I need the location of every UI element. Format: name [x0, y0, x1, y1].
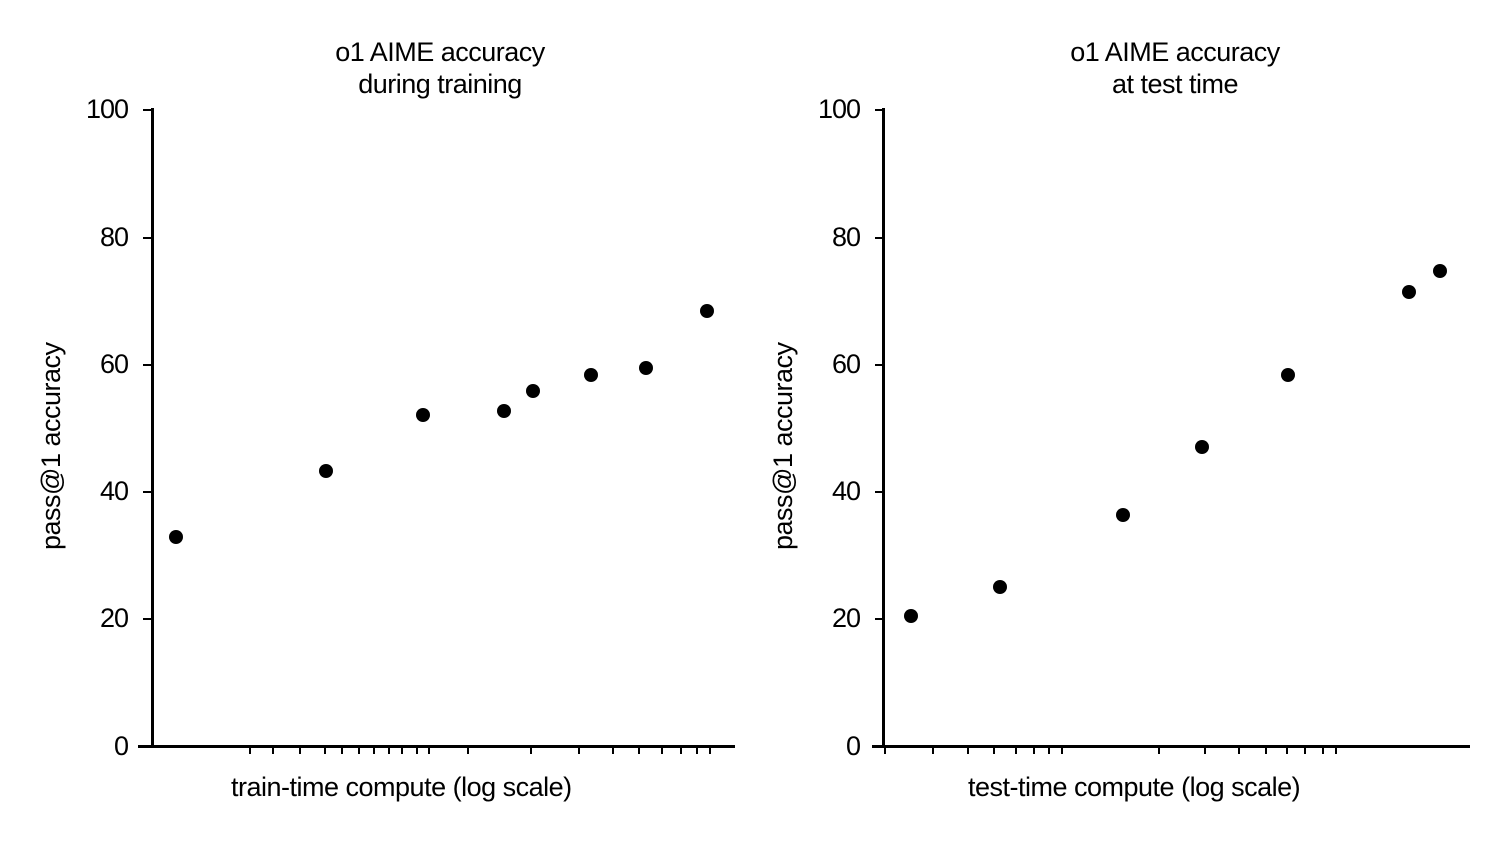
title-line-2: during training — [358, 69, 522, 99]
x-tick — [1335, 747, 1337, 754]
data-point — [416, 408, 430, 422]
x-tick — [612, 747, 614, 754]
data-point — [1195, 440, 1209, 454]
x-tick — [1048, 747, 1050, 754]
x-tick — [661, 747, 663, 754]
x-axis-label: train-time compute (log scale) — [231, 772, 572, 802]
data-point — [993, 580, 1007, 594]
chart-test-time: o1 AIME accuracy at test time pass@1 acc… — [730, 0, 1480, 843]
y-tick-label: 40 — [99, 476, 129, 506]
y-tick — [875, 237, 884, 239]
x-tick — [388, 747, 390, 754]
y-tick — [875, 491, 884, 493]
x-tick — [324, 747, 326, 754]
x-tick — [932, 747, 934, 754]
y-tick-label: 20 — [99, 603, 129, 633]
x-tick — [530, 747, 532, 754]
x-tick — [1158, 747, 1160, 754]
data-point — [639, 361, 653, 375]
x-tick — [1304, 747, 1306, 754]
x-tick — [1238, 747, 1240, 754]
y-tick-label: 20 — [831, 603, 861, 633]
x-tick — [428, 747, 430, 754]
y-tick-label: 100 — [85, 94, 129, 124]
x-axis — [138, 745, 735, 748]
data-point — [497, 404, 511, 418]
chart-title: o1 AIME accuracy at test time — [1025, 36, 1325, 100]
x-tick — [578, 747, 580, 754]
y-tick-label: 60 — [831, 349, 861, 379]
data-point — [1402, 285, 1416, 299]
x-tick — [967, 747, 969, 754]
x-tick — [884, 747, 886, 754]
y-tick-label: 40 — [831, 476, 861, 506]
y-tick — [875, 109, 884, 111]
y-tick — [875, 618, 884, 620]
y-tick — [875, 364, 884, 366]
title-line-1: o1 AIME accuracy — [335, 37, 545, 67]
y-tick — [143, 237, 152, 239]
data-point — [700, 304, 714, 318]
title-line-2: at test time — [1111, 69, 1239, 99]
y-tick — [143, 491, 152, 493]
data-point — [904, 609, 918, 623]
y-tick-label: 0 — [113, 731, 129, 761]
x-tick — [272, 747, 274, 754]
x-tick — [638, 747, 640, 754]
title-line-1: o1 AIME accuracy — [1070, 37, 1280, 67]
x-tick — [416, 747, 418, 754]
y-axis-label: pass@1 accuracy — [36, 342, 66, 551]
y-axis — [151, 108, 154, 748]
x-tick — [709, 747, 711, 754]
x-tick — [680, 747, 682, 754]
y-tick — [143, 109, 152, 111]
y-tick-label: 60 — [99, 349, 129, 379]
x-tick — [467, 747, 469, 754]
x-axis — [872, 745, 1470, 748]
x-tick — [401, 747, 403, 754]
x-tick — [1061, 747, 1063, 754]
x-tick — [993, 747, 995, 754]
data-point — [526, 384, 540, 398]
x-tick — [249, 747, 251, 754]
y-axis — [882, 108, 885, 748]
y-axis-label: pass@1 accuracy — [768, 342, 798, 551]
x-tick — [1322, 747, 1324, 754]
x-tick — [1015, 747, 1017, 754]
data-point — [584, 368, 598, 382]
x-tick — [299, 747, 301, 754]
x-tick — [373, 747, 375, 754]
y-tick — [143, 364, 152, 366]
y-tick-label: 80 — [99, 222, 129, 252]
y-tick-label: 0 — [845, 731, 861, 761]
data-point — [319, 464, 333, 478]
x-tick — [1033, 747, 1035, 754]
x-tick — [358, 747, 360, 754]
data-point — [169, 530, 183, 544]
y-tick-label: 80 — [831, 222, 861, 252]
y-tick — [143, 618, 152, 620]
data-point — [1281, 368, 1295, 382]
x-tick — [696, 747, 698, 754]
x-tick — [341, 747, 343, 754]
x-tick — [1265, 747, 1267, 754]
data-point — [1433, 264, 1447, 278]
x-axis-label: test-time compute (log scale) — [968, 772, 1301, 802]
y-tick-label: 100 — [817, 94, 861, 124]
chart-title: o1 AIME accuracy during training — [290, 36, 590, 100]
x-tick — [1286, 747, 1288, 754]
x-tick — [1204, 747, 1206, 754]
data-point — [1116, 508, 1130, 522]
chart-train-time: o1 AIME accuracy during training pass@1 … — [36, 36, 735, 802]
